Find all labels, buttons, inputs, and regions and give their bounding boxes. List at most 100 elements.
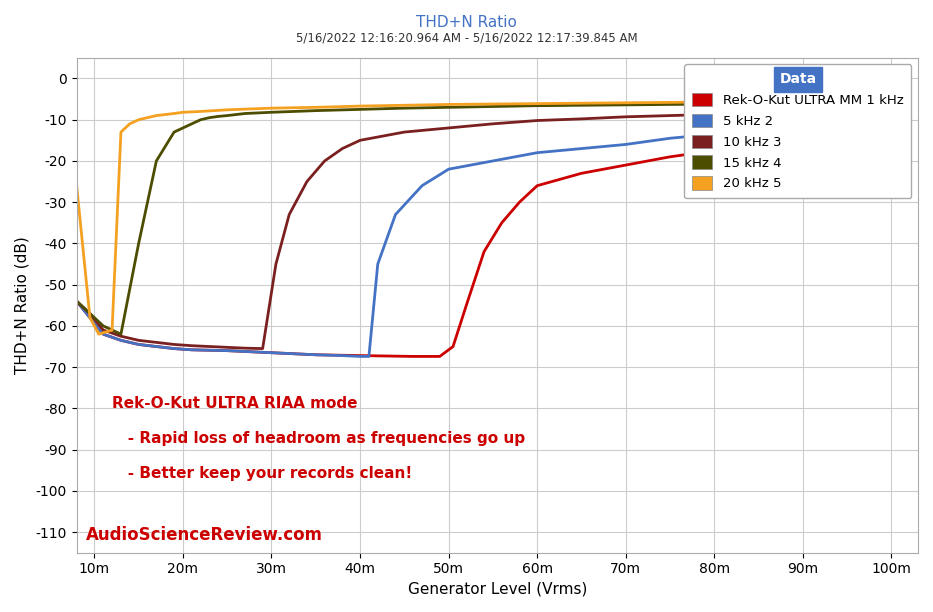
Text: THD+N Ratio: THD+N Ratio: [416, 15, 517, 31]
10 kHz 3: [664, 112, 675, 119]
Rek-O-Kut ULTRA MM 1 kHz: [381, 353, 392, 360]
5 kHz 2: [98, 330, 109, 338]
5 kHz 2: [885, 118, 897, 125]
5 kHz 2: [222, 347, 233, 354]
5 kHz 2: [390, 211, 401, 218]
15 kHz 4: [204, 114, 216, 121]
15 kHz 4: [133, 240, 145, 247]
20 kHz 5: [842, 97, 853, 105]
15 kHz 4: [195, 116, 206, 124]
20 kHz 5: [487, 100, 498, 108]
10 kHz 3: [240, 345, 251, 352]
Rek-O-Kut ULTRA MM 1 kHz: [116, 337, 127, 344]
10 kHz 3: [284, 211, 295, 218]
5 kHz 2: [133, 341, 145, 348]
15 kHz 4: [842, 99, 853, 106]
15 kHz 4: [798, 100, 809, 107]
5 kHz 2: [310, 351, 321, 359]
10 kHz 3: [576, 115, 587, 122]
Rek-O-Kut ULTRA MM 1 kHz: [434, 353, 445, 360]
5 kHz 2: [266, 349, 277, 356]
Line: 20 kHz 5: 20 kHz 5: [77, 100, 891, 334]
15 kHz 4: [116, 330, 127, 338]
15 kHz 4: [71, 297, 82, 305]
10 kHz 3: [169, 341, 180, 348]
10 kHz 3: [116, 332, 127, 340]
10 kHz 3: [885, 107, 897, 114]
Rek-O-Kut ULTRA MM 1 kHz: [266, 349, 277, 356]
Line: 15 kHz 4: 15 kHz 4: [77, 102, 891, 334]
X-axis label: Generator Level (Vrms): Generator Level (Vrms): [408, 582, 587, 597]
20 kHz 5: [84, 314, 95, 321]
Rek-O-Kut ULTRA MM 1 kHz: [355, 352, 366, 359]
10 kHz 3: [257, 345, 268, 353]
10 kHz 3: [84, 310, 95, 317]
5 kHz 2: [798, 122, 809, 130]
Rek-O-Kut ULTRA MM 1 kHz: [532, 182, 543, 189]
Rek-O-Kut ULTRA MM 1 kHz: [842, 135, 853, 142]
15 kHz 4: [240, 110, 251, 117]
20 kHz 5: [177, 108, 188, 116]
15 kHz 4: [84, 310, 95, 317]
Rek-O-Kut ULTRA MM 1 kHz: [664, 153, 675, 160]
5 kHz 2: [487, 157, 498, 165]
15 kHz 4: [398, 105, 410, 112]
Rek-O-Kut ULTRA MM 1 kHz: [408, 353, 419, 360]
5 kHz 2: [842, 120, 853, 127]
20 kHz 5: [195, 108, 206, 115]
10 kHz 3: [319, 157, 330, 165]
Rek-O-Kut ULTRA MM 1 kHz: [169, 345, 180, 353]
10 kHz 3: [98, 326, 109, 334]
Rek-O-Kut ULTRA MM 1 kHz: [448, 343, 459, 350]
10 kHz 3: [301, 178, 313, 185]
20 kHz 5: [532, 100, 543, 107]
20 kHz 5: [133, 116, 145, 124]
Rek-O-Kut ULTRA MM 1 kHz: [310, 351, 321, 359]
Rek-O-Kut ULTRA MM 1 kHz: [576, 170, 587, 177]
15 kHz 4: [187, 120, 198, 127]
Rek-O-Kut ULTRA MM 1 kHz: [151, 343, 162, 350]
20 kHz 5: [664, 99, 675, 106]
15 kHz 4: [885, 99, 897, 106]
10 kHz 3: [355, 136, 366, 144]
10 kHz 3: [620, 113, 632, 121]
10 kHz 3: [187, 342, 198, 349]
15 kHz 4: [151, 157, 162, 165]
10 kHz 3: [842, 108, 853, 115]
15 kHz 4: [576, 102, 587, 109]
5 kHz 2: [443, 165, 454, 173]
10 kHz 3: [398, 129, 410, 136]
15 kHz 4: [310, 107, 321, 114]
Text: AudioScienceReview.com: AudioScienceReview.com: [86, 526, 323, 545]
Rek-O-Kut ULTRA MM 1 kHz: [84, 314, 95, 321]
Rek-O-Kut ULTRA MM 1 kHz: [514, 198, 525, 206]
5 kHz 2: [169, 345, 180, 353]
15 kHz 4: [266, 108, 277, 116]
Rek-O-Kut ULTRA MM 1 kHz: [222, 347, 233, 354]
Text: 5/16/2022 12:16:20.964 AM - 5/16/2022 12:17:39.845 AM: 5/16/2022 12:16:20.964 AM - 5/16/2022 12…: [296, 32, 637, 45]
20 kHz 5: [576, 100, 587, 107]
5 kHz 2: [337, 352, 348, 359]
20 kHz 5: [620, 99, 632, 106]
15 kHz 4: [532, 102, 543, 110]
15 kHz 4: [487, 103, 498, 110]
10 kHz 3: [709, 111, 720, 118]
20 kHz 5: [142, 114, 153, 121]
20 kHz 5: [798, 97, 809, 105]
20 kHz 5: [151, 112, 162, 119]
5 kHz 2: [151, 343, 162, 350]
5 kHz 2: [71, 297, 82, 305]
20 kHz 5: [443, 101, 454, 108]
20 kHz 5: [222, 106, 233, 113]
Line: 5 kHz 2: 5 kHz 2: [77, 122, 891, 356]
10 kHz 3: [443, 124, 454, 132]
20 kHz 5: [169, 110, 180, 117]
5 kHz 2: [664, 135, 675, 142]
Rek-O-Kut ULTRA MM 1 kHz: [753, 143, 764, 150]
Rek-O-Kut ULTRA MM 1 kHz: [98, 330, 109, 338]
10 kHz 3: [337, 145, 348, 152]
Line: 10 kHz 3: 10 kHz 3: [77, 111, 891, 349]
Text: 40: 40: [857, 86, 872, 96]
20 kHz 5: [124, 120, 135, 127]
5 kHz 2: [363, 353, 374, 360]
